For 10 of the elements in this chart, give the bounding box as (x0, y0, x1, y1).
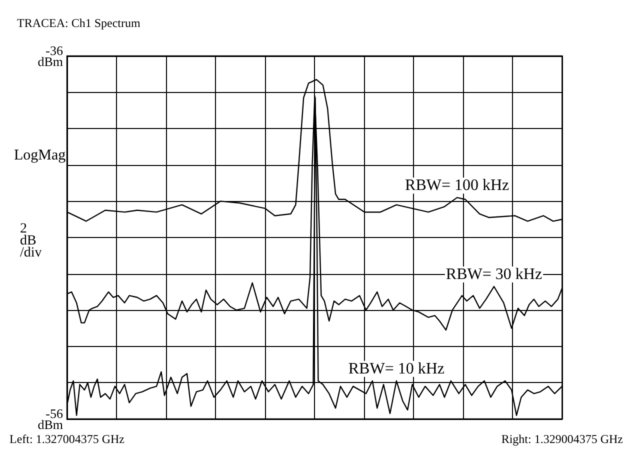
x-tick-label: Right: 1.329004375 GHz (501, 432, 624, 446)
series-label: RBW= 10 kHz (348, 360, 445, 378)
series-label: RBW= 30 kHz (446, 266, 542, 284)
x-tick-label: Left: 1.327004375 GHz (10, 432, 124, 446)
y-tick-label: -36 dBm (38, 43, 64, 69)
chart-title: TRACEA: Ch1 Spectrum (17, 16, 141, 30)
text: 2 dB /div (20, 222, 42, 260)
series-label: RBW= 100 kHz (405, 177, 510, 194)
y-axis-title: LogMag (14, 148, 66, 164)
y-tick-label: -56 dBm (38, 406, 64, 432)
